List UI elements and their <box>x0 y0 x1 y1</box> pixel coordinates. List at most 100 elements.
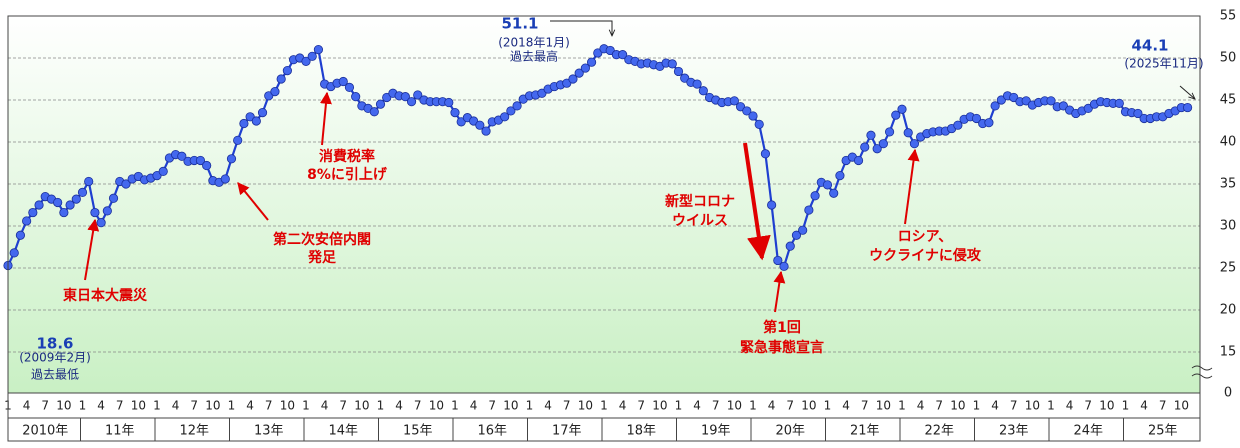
point <box>264 91 274 101</box>
x-tick-label: 1 <box>675 399 683 413</box>
x-tick-label: 10 <box>1025 399 1040 413</box>
point <box>580 63 590 73</box>
point <box>605 45 615 56</box>
point <box>53 197 63 208</box>
x-tick-label: 1 <box>526 399 534 413</box>
point <box>754 119 764 129</box>
x-tick-label: 4 <box>395 399 403 413</box>
event-label: 消費税率 <box>319 148 375 165</box>
point <box>456 117 466 127</box>
point <box>475 120 485 130</box>
x-tick-label: 7 <box>786 399 794 413</box>
point <box>65 200 75 210</box>
x-tick-label: 4 <box>619 399 627 413</box>
point <box>586 57 597 67</box>
event-label: 新型コロナ <box>665 193 735 210</box>
annotation-text: (2018年1月) <box>498 36 570 50</box>
point <box>897 104 907 114</box>
event-label: 緊急事態宣言 <box>740 339 824 356</box>
year-label: 25年 <box>1148 424 1178 439</box>
point <box>872 144 882 154</box>
point <box>891 110 901 120</box>
annotation-value: 18.6 <box>36 335 73 353</box>
point <box>1114 98 1124 108</box>
point <box>562 78 572 88</box>
point <box>84 176 94 187</box>
point <box>1046 96 1056 106</box>
annotation-text: (2009年2月) <box>19 351 91 365</box>
point <box>406 97 417 107</box>
y-tick-label: 20 <box>1220 303 1237 318</box>
x-tick-label: 4 <box>321 399 329 413</box>
x-tick-label: 4 <box>544 399 552 413</box>
point <box>22 216 32 226</box>
y-tick-label: 30 <box>1220 219 1237 234</box>
point <box>270 87 280 97</box>
x-tick-label: 7 <box>563 399 571 413</box>
point <box>251 116 261 126</box>
x-tick-label: 1 <box>228 399 236 413</box>
point <box>779 261 789 271</box>
year-label: 13年 <box>254 424 284 439</box>
x-tick-label: 10 <box>652 399 667 413</box>
point <box>791 230 802 240</box>
point <box>884 127 895 137</box>
y-tick-label: 45 <box>1220 93 1237 108</box>
point <box>282 66 292 76</box>
x-tick-label: 1 <box>377 399 385 413</box>
year-label: 23年 <box>999 424 1029 439</box>
event-arrow <box>904 148 920 225</box>
year-label: 20年 <box>775 424 805 439</box>
point <box>90 207 100 218</box>
point <box>785 241 795 251</box>
plot-background <box>8 16 1200 393</box>
point <box>220 174 230 184</box>
point <box>301 56 311 66</box>
x-tick-label: 4 <box>842 399 850 413</box>
point <box>971 113 982 124</box>
y-tick-label: 50 <box>1220 51 1237 66</box>
annotation-text: 過去最高 <box>510 49 558 64</box>
point <box>593 48 603 58</box>
point <box>748 111 758 121</box>
annotation-value: 51.1 <box>501 15 538 33</box>
x-tick-label: 1 <box>451 399 459 413</box>
point <box>444 97 454 108</box>
event-label: 第二次安倍内閣 <box>273 231 371 248</box>
event-arrow <box>237 182 269 221</box>
x-tick-label: 4 <box>97 399 105 413</box>
x-tick-label: 7 <box>712 399 720 413</box>
x-tick-label: 10 <box>503 399 518 413</box>
point <box>239 118 249 129</box>
point <box>1009 92 1019 103</box>
x-tick-label: 10 <box>429 399 444 413</box>
point <box>121 179 131 189</box>
event-label: ロシア、 <box>898 229 953 245</box>
point <box>990 101 1000 111</box>
y-tick-label: 25 <box>1220 261 1237 276</box>
x-tick-label: 1 <box>79 399 87 413</box>
point <box>909 139 920 149</box>
year-label: 21年 <box>850 424 880 439</box>
x-tick-label: 10 <box>727 399 742 413</box>
y-tick-label: 55 <box>1220 9 1237 24</box>
point <box>96 218 106 228</box>
x-tick-label: 4 <box>470 399 478 413</box>
point <box>158 166 168 176</box>
x-tick-label: 7 <box>861 399 869 413</box>
point <box>108 193 119 203</box>
y-tick-label: 35 <box>1220 177 1237 192</box>
x-tick-label: 7 <box>414 399 422 413</box>
point <box>996 95 1006 105</box>
point <box>953 120 963 130</box>
event-label: 発足 <box>307 249 337 266</box>
x-tick-label: 1 <box>898 399 906 413</box>
point <box>853 155 864 166</box>
point <box>338 76 348 87</box>
point <box>202 160 212 171</box>
event-arrow <box>319 91 332 146</box>
x-tick-label: 7 <box>1010 399 1018 413</box>
point <box>351 92 361 102</box>
event-label: 第1回 <box>763 319 801 336</box>
x-tick-label: 7 <box>41 399 49 413</box>
